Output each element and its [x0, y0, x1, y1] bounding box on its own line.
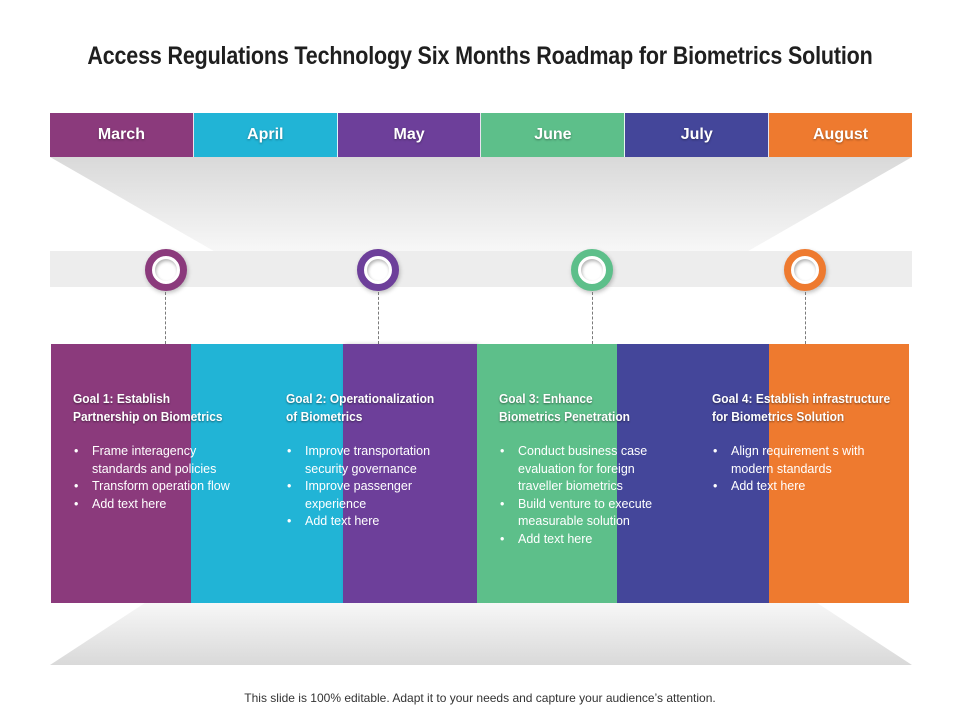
color-column-2: [191, 344, 343, 603]
milestone-marker-4: [784, 249, 826, 291]
goal-bullet-list: Align requirement s with modern standard…: [712, 443, 907, 496]
goal-title: Goal 4: Establish infrastructure for Bio…: [712, 391, 891, 424]
bullet-item: Conduct business case: [499, 443, 694, 461]
goal-bullet-list: Conduct business case evaluation for for…: [499, 443, 694, 549]
goal-block-4: Goal 4: Establish infrastructure for Bio…: [712, 390, 907, 496]
month-header-bar: March April May June July August: [50, 113, 912, 157]
connector-line-3: [592, 292, 593, 344]
perspective-shade-top: [50, 157, 912, 251]
connector-line-1: [165, 292, 166, 344]
color-column-3: [343, 344, 477, 603]
bullet-item: Align requirement s with: [712, 443, 907, 461]
bullet-item-continued: evaluation for foreign: [518, 461, 635, 476]
month-june: June: [481, 113, 626, 157]
marker-core: [581, 259, 603, 281]
bullet-item-continued: experience: [305, 496, 367, 511]
month-may: May: [337, 113, 482, 157]
bullet-item-continued: traveller biometrics: [518, 479, 623, 494]
goal-title: Goal 1: Establish Partnership on Biometr…: [73, 391, 223, 424]
milestone-marker-3: [571, 249, 613, 291]
color-column-6: [769, 344, 909, 603]
marker-core: [155, 259, 177, 281]
milestone-marker-1: [145, 249, 187, 291]
bullet-item: Transform operation flow: [73, 478, 268, 496]
bullet-item: Add text here: [712, 478, 907, 496]
month-july: July: [625, 113, 770, 157]
bullet-item: Add text here: [286, 513, 481, 531]
color-column-5: [617, 344, 769, 603]
goal-block-3: Goal 3: Enhance Biometrics Penetration C…: [499, 390, 694, 549]
bullet-item: Add text here: [499, 531, 694, 549]
bullet-item: Improve passenger: [286, 478, 481, 496]
goal-block-2: Goal 2: Operationalization of Biometrics…: [286, 390, 481, 531]
bullet-item: Improve transportation: [286, 443, 481, 461]
timeline-band: [50, 251, 912, 287]
marker-core: [367, 259, 389, 281]
connector-line-4: [805, 292, 806, 344]
bullet-item: Add text here: [73, 496, 268, 514]
bullet-item-continued: security governance: [305, 461, 417, 476]
goal-title: Goal 3: Enhance Biometrics Penetration: [499, 391, 630, 424]
goal-title: Goal 2: Operationalization of Biometrics: [286, 391, 435, 424]
month-march: March: [50, 113, 194, 157]
bullet-item: Frame interagency: [73, 443, 268, 461]
connector-line-2: [378, 292, 379, 344]
bullet-item: Build venture to execute: [499, 496, 694, 514]
footer-note: This slide is 100% editable. Adapt it to…: [244, 691, 716, 705]
color-column-4: [477, 344, 617, 603]
bullet-item-continued: measurable solution: [518, 514, 630, 529]
milestone-marker-2: [357, 249, 399, 291]
goal-block-1: Goal 1: Establish Partnership on Biometr…: [73, 390, 268, 513]
month-april: April: [193, 113, 338, 157]
goal-bullet-list: Frame interagency standards and policies…: [73, 443, 268, 513]
slide-title: Access Regulations Technology Six Months…: [87, 42, 873, 70]
month-august: August: [769, 113, 912, 157]
color-column-1: [51, 344, 191, 603]
perspective-shade-bottom: [50, 603, 912, 665]
bullet-item-continued: standards and policies: [92, 461, 217, 476]
marker-core: [794, 259, 816, 281]
bullet-item-continued: modern standards: [731, 461, 832, 476]
goal-bullet-list: Improve transportation security governan…: [286, 443, 481, 531]
